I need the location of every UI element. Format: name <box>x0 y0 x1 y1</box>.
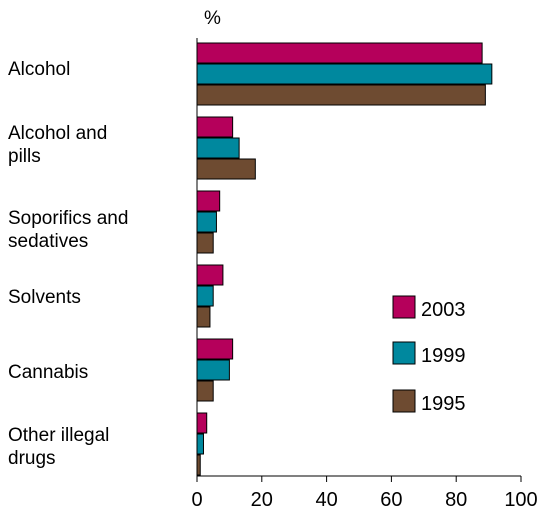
x-tick-label-0: 0 <box>191 489 202 511</box>
bar-1999-3 <box>196 285 214 307</box>
legend-label-1995: 1995 <box>421 393 466 415</box>
unit-label: % <box>204 8 221 29</box>
x-tick-label-60: 60 <box>380 489 402 511</box>
bar-1999-1 <box>196 137 240 159</box>
legend-swatch-1999 <box>392 341 416 365</box>
bar-2003-2 <box>196 190 221 212</box>
x-tick-label-80: 80 <box>445 489 467 511</box>
x-tick-label-20: 20 <box>251 489 273 511</box>
bar-2003-5 <box>196 412 208 434</box>
legend-label-2003: 2003 <box>421 299 466 321</box>
bar-1995-2 <box>196 232 214 254</box>
bar-2003-0 <box>196 42 483 64</box>
category-label-alcohol: Alcohol <box>8 59 71 80</box>
bar-1999-4 <box>196 359 230 381</box>
bar-1995-0 <box>196 84 486 106</box>
category-label-soporifics-and-sedatives: Soporifics and sedatives <box>8 208 129 252</box>
x-tick-label-40: 40 <box>315 489 337 511</box>
category-label-alcohol-and-pills: Alcohol and pills <box>8 123 108 167</box>
bar-1999-5 <box>196 433 204 455</box>
legend-label-1999: 1999 <box>421 345 466 367</box>
category-label-solvents: Solvents <box>8 287 81 308</box>
bar-1999-0 <box>196 63 493 85</box>
legend-swatch-1995 <box>392 389 416 413</box>
bar-1995-3 <box>196 306 211 328</box>
x-tick-label-100: 100 <box>504 489 537 511</box>
bar-2003-4 <box>196 338 234 360</box>
bar-1995-4 <box>196 380 214 402</box>
bar-1999-2 <box>196 211 217 233</box>
bar-2003-1 <box>196 116 234 138</box>
category-label-other-illegal-drugs: Other illegal drugs <box>8 425 110 469</box>
bar-2003-3 <box>196 264 224 286</box>
bar-1995-1 <box>196 158 256 180</box>
legend-swatch-2003 <box>392 295 416 319</box>
category-label-cannabis: Cannabis <box>8 362 89 383</box>
